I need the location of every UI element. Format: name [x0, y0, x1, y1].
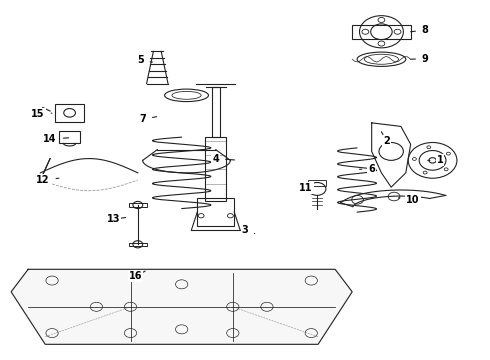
- Text: 3: 3: [242, 225, 255, 235]
- Text: 7: 7: [139, 114, 157, 124]
- Bar: [352, 24, 411, 39]
- Text: 15: 15: [31, 109, 52, 119]
- Text: 12: 12: [36, 175, 59, 185]
- Text: 14: 14: [43, 134, 69, 144]
- Text: 1: 1: [428, 156, 443, 165]
- Text: 11: 11: [299, 183, 313, 193]
- Text: 13: 13: [107, 214, 125, 224]
- Text: 6: 6: [360, 164, 375, 174]
- Text: 10: 10: [398, 195, 420, 204]
- Text: 2: 2: [381, 132, 390, 146]
- Bar: [59, 131, 80, 143]
- Text: 4: 4: [212, 154, 235, 163]
- Bar: [205, 137, 226, 202]
- Bar: [55, 104, 84, 122]
- Bar: [308, 180, 326, 186]
- Text: 8: 8: [411, 25, 429, 35]
- Text: 9: 9: [411, 54, 429, 64]
- Polygon shape: [11, 269, 352, 344]
- Bar: [129, 203, 147, 207]
- Text: 16: 16: [128, 271, 145, 282]
- Text: 5: 5: [137, 55, 152, 65]
- Bar: [197, 198, 234, 226]
- Bar: [212, 87, 220, 137]
- Bar: [129, 243, 147, 246]
